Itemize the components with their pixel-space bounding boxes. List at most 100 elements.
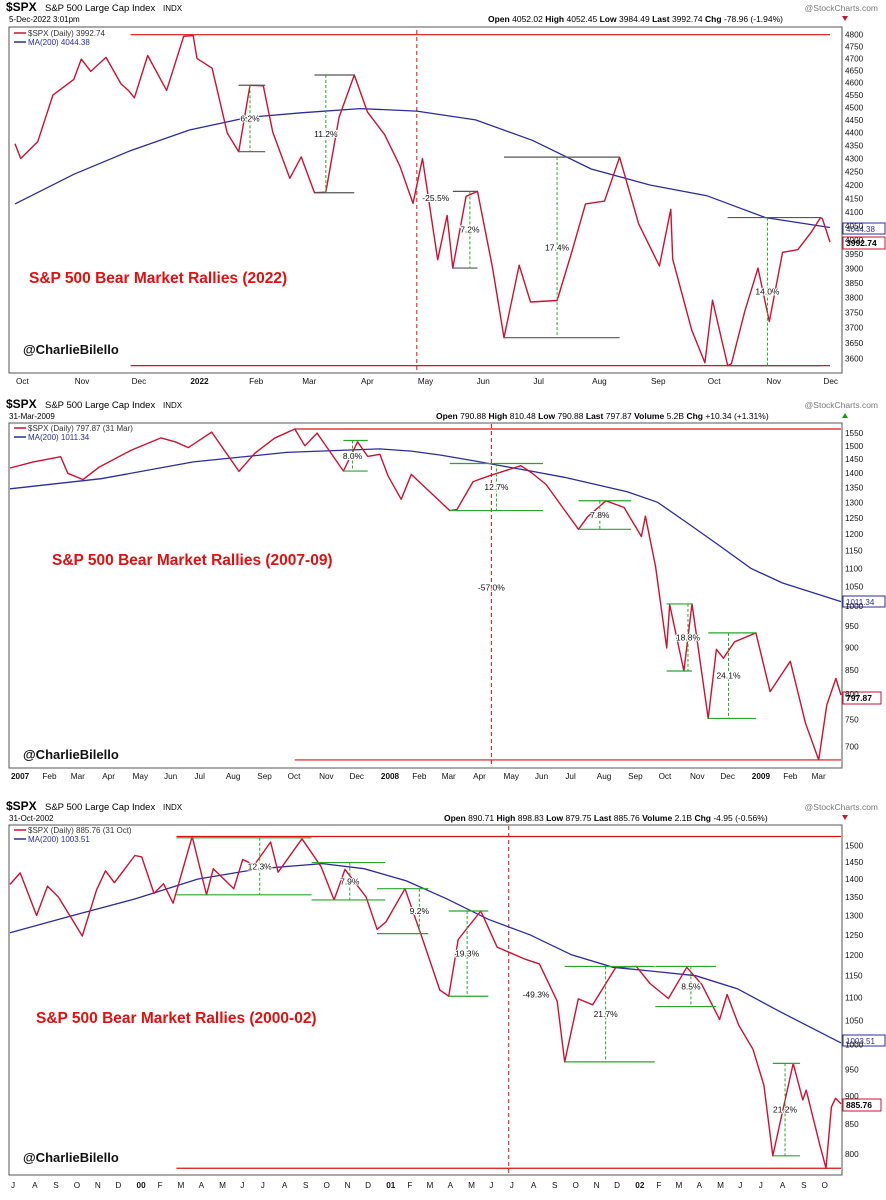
x-tick-label: Oct xyxy=(16,377,29,386)
x-axis: J A S O N D 00 F M A M J J A S O N D 01 F M A M J J A S O N D 02 F M A M J J… xyxy=(11,1181,828,1190)
plot-frame xyxy=(8,824,843,1176)
y-tick-label: 1350 xyxy=(845,483,864,492)
x-tick-label: Nov xyxy=(690,772,705,781)
y-tick-label: 3850 xyxy=(845,279,864,288)
rally-pct-label: 21.7% xyxy=(594,1009,619,1019)
x-tick-label: Nov xyxy=(767,377,782,386)
y-tick-label: 900 xyxy=(845,643,859,652)
rally-markers: 6.2% 11.2% 7.2% 17.4% 14.0% -25.5% xyxy=(238,74,821,367)
y-tick-label: 1300 xyxy=(845,498,864,507)
y-tick-label: 1150 xyxy=(845,972,863,981)
x-tick-label: D xyxy=(365,1181,371,1190)
x-tick-label: A xyxy=(697,1181,703,1190)
x-tick-label: 00 xyxy=(137,1181,147,1190)
y-tick-label: 1300 xyxy=(845,912,864,921)
ma-tag-box xyxy=(842,595,886,608)
x-tick-label: Jul xyxy=(533,377,544,386)
x-tick-label: Apr xyxy=(361,377,374,386)
x-tick-label: Nov xyxy=(319,772,334,781)
y-tick-label: 1100 xyxy=(845,564,863,573)
x-tick-label: D xyxy=(614,1181,620,1190)
x-tick-label: Dec xyxy=(823,377,838,386)
exchange-label: INDX xyxy=(163,4,183,13)
x-tick-label: S xyxy=(53,1181,59,1190)
x-tick-label: J xyxy=(261,1181,265,1190)
y-tick-label: 4600 xyxy=(845,79,864,88)
chart-panel-2007-09: $SPX S&P 500 Large Cap Index INDX 31-Mar… xyxy=(0,397,886,797)
chart-headline: S&P 500 Bear Market Rallies (2007-09) xyxy=(52,552,333,569)
ma-tag-text: 1011.34 xyxy=(846,598,875,607)
x-tick-label: O xyxy=(74,1181,80,1190)
x-tick-label: Aug xyxy=(592,377,607,386)
x-tick-label: M xyxy=(717,1181,724,1190)
y-tick-label: 4200 xyxy=(845,181,864,190)
x-tick-label: Mar xyxy=(812,772,826,781)
rally-pct-label: 12.3% xyxy=(248,861,273,871)
x-tick-label: J xyxy=(240,1181,244,1190)
x-tick-label: F xyxy=(407,1181,412,1190)
y-tick-label: 1000 xyxy=(845,1040,864,1049)
x-tick-label: Apr xyxy=(102,772,115,781)
y-tick-label: 1500 xyxy=(845,442,864,451)
x-tick-label: F xyxy=(158,1181,163,1190)
price-tag-box xyxy=(842,1098,882,1112)
rally-pct-label: 9.2% xyxy=(410,906,430,916)
stockcharts-credit: @StockCharts.com xyxy=(805,3,878,13)
rally-pct-label: 14.0% xyxy=(755,287,780,297)
x-axis: 2007 Feb Mar Apr May Jun Jul Aug Sep Oct Nov Dec 200… xyxy=(11,772,826,781)
decline-pct-label: -57.0% xyxy=(478,582,505,592)
rally-pct-label: 19.3% xyxy=(455,949,480,959)
x-tick-label: Dec xyxy=(349,772,364,781)
x-tick-label: Sep xyxy=(628,772,643,781)
y-tick-label: 800 xyxy=(845,1150,859,1159)
y-tick-label: 3650 xyxy=(845,339,864,348)
x-tick-label: Oct xyxy=(708,377,721,386)
x-tick-label: A xyxy=(32,1181,38,1190)
y-tick-label: 4350 xyxy=(845,141,864,150)
x-tick-label: Jun xyxy=(477,377,491,386)
plot-frame xyxy=(8,422,843,769)
x-tick-label: 01 xyxy=(386,1181,396,1190)
legend-ma: MA(200) 1011.34 xyxy=(28,433,90,442)
ticker-symbol: $SPX xyxy=(6,799,37,813)
x-tick-label: Mar xyxy=(71,772,85,781)
y-tick-label: 1200 xyxy=(845,530,864,539)
x-tick-label: A xyxy=(780,1181,786,1190)
y-tick-label: 4150 xyxy=(845,194,864,203)
x-tick-label: J xyxy=(489,1181,493,1190)
y-tick-label: 1500 xyxy=(845,841,864,850)
chart-date: 31-Mar-2009 xyxy=(9,412,55,421)
x-tick-label: M xyxy=(219,1181,226,1190)
x-tick-label: Feb xyxy=(412,772,427,781)
x-axis: Oct Nov Dec 2022 Feb Mar Apr May Jun Jul Aug Sep Oct… xyxy=(16,377,838,386)
legend-ma: MA(200) 4044.38 xyxy=(28,38,90,47)
annotations xyxy=(176,826,841,1174)
chart-2007-09-svg: $SPX S&P 500 Large Cap Index INDX 31-Mar… xyxy=(6,397,886,781)
chart-panel-2000-02: $SPX S&P 500 Large Cap Index INDX 31-Oct… xyxy=(0,797,886,1200)
y-tick-label: 1250 xyxy=(845,514,864,523)
rally-pct-label: 8.0% xyxy=(343,451,363,461)
price-tag-text: 797.87 xyxy=(846,693,872,703)
x-tick-label: May xyxy=(504,772,520,781)
x-tick-label: 2022 xyxy=(190,377,209,386)
x-tick-label: Feb xyxy=(42,772,57,781)
y-tick-label: 1000 xyxy=(845,602,864,611)
y-tick-label: 1050 xyxy=(845,583,864,592)
y-axis: 700 750 800 850 900 950 1000 1050 1100 1150 1200 12… xyxy=(845,429,864,752)
rally-markers: 8.0% 12.7% 7.8% 18.8% 24.1% -57.0% xyxy=(342,439,756,720)
stockcharts-credit: @StockCharts.com xyxy=(805,802,878,812)
y-tick-label: 1250 xyxy=(845,931,864,940)
y-tick-label: 1400 xyxy=(845,469,864,478)
ma-tag-text: 4044.38 xyxy=(846,225,875,234)
y-tick-label: 1400 xyxy=(845,875,864,884)
x-tick-label: Jul xyxy=(194,772,205,781)
y-tick-label: 4500 xyxy=(845,103,864,112)
x-tick-label: Feb xyxy=(783,772,798,781)
y-tick-label: 1150 xyxy=(845,547,863,556)
y-tick-label: 4800 xyxy=(845,31,864,40)
chart-2000-02-svg: $SPX S&P 500 Large Cap Index INDX 31-Oct… xyxy=(6,799,886,1190)
y-tick-label: 4050 xyxy=(845,222,864,231)
y-tick-label: 3950 xyxy=(845,250,864,259)
y-tick-label: 4100 xyxy=(845,208,864,217)
x-tick-label: Nov xyxy=(75,377,90,386)
